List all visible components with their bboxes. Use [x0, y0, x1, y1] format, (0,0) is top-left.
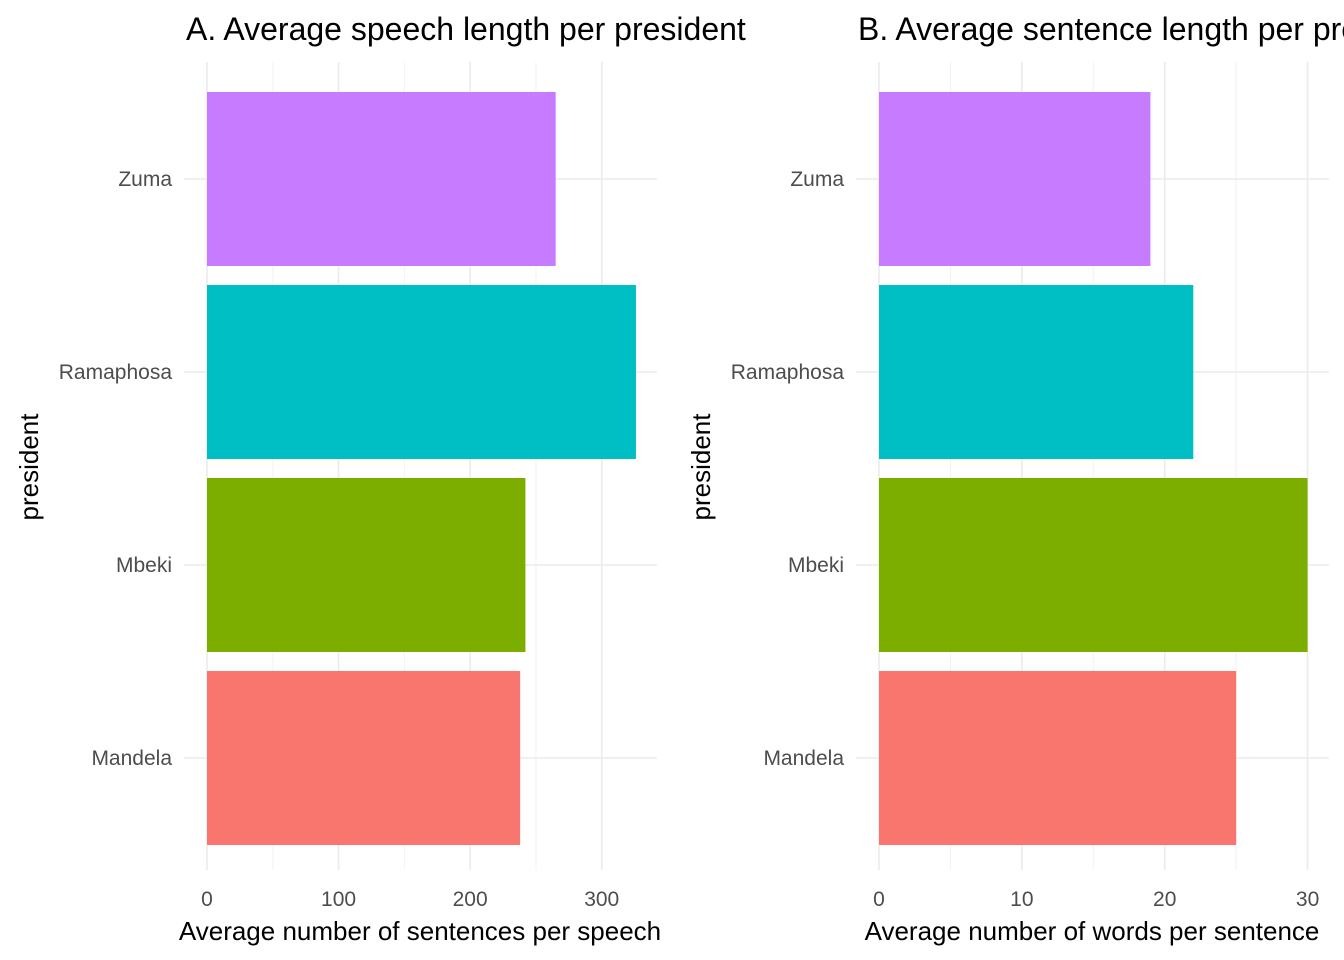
x-tick-label: 30	[1296, 888, 1319, 911]
panel-b-title: B. Average sentence length per president	[858, 11, 1344, 47]
y-tick-label-ramaphosa: Ramaphosa	[59, 361, 173, 384]
y-tick-label-mbeki: Mbeki	[788, 554, 844, 577]
bar-ramaphosa	[207, 285, 636, 459]
x-tick-label: 0	[873, 888, 885, 911]
panel-a-x-axis-title: Average number of sentences per speech	[179, 916, 661, 946]
panel-b-y-axis-title: president	[686, 413, 716, 521]
x-tick-label: 100	[321, 888, 356, 911]
y-tick-label-mandela: Mandela	[91, 747, 172, 770]
panel-a-y-tick-labels: Mandela Mbeki Ramaphosa Zuma	[59, 168, 173, 770]
y-tick-label-ramaphosa: Ramaphosa	[731, 361, 845, 384]
y-tick-label-mbeki: Mbeki	[116, 554, 172, 577]
panel-b-bars	[879, 92, 1308, 845]
bar-mbeki	[207, 478, 526, 652]
bar-zuma	[207, 92, 556, 266]
panel-a: A. Average speech length per president M…	[14, 11, 746, 946]
bar-mandela	[207, 671, 521, 845]
x-tick-label: 10	[1010, 888, 1033, 911]
bar-mbeki	[879, 478, 1308, 652]
panel-a-y-axis-title: president	[14, 413, 44, 521]
panel-a-bars	[207, 92, 636, 845]
x-tick-label: 0	[201, 888, 213, 911]
bar-ramaphosa	[879, 285, 1194, 459]
y-tick-label-zuma: Zuma	[118, 168, 172, 191]
panel-b-y-tick-labels: Mandela Mbeki Ramaphosa Zuma	[731, 168, 845, 770]
x-tick-label: 20	[1153, 888, 1176, 911]
bar-mandela	[879, 671, 1237, 845]
bar-zuma	[879, 92, 1151, 266]
panel-a-x-tick-labels: 0 100 200 300	[201, 888, 619, 911]
x-tick-label: 200	[453, 888, 488, 911]
y-tick-label-mandela: Mandela	[763, 747, 844, 770]
panel-b-x-axis-title: Average number of words per sentence	[865, 916, 1320, 946]
y-tick-label-zuma: Zuma	[790, 168, 844, 191]
panel-b-x-tick-labels: 0 10 20 30	[873, 888, 1319, 911]
panel-a-title: A. Average speech length per president	[186, 11, 746, 47]
x-tick-label: 300	[584, 888, 619, 911]
panel-b: B. Average sentence length per president…	[686, 11, 1344, 946]
